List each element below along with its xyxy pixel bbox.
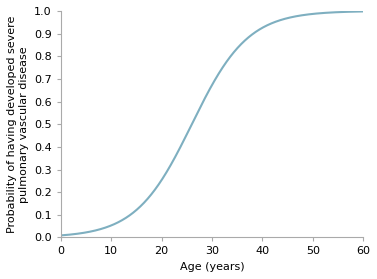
Y-axis label: Probability of having developed severe
pulmonary vascular disease: Probability of having developed severe p… bbox=[7, 16, 29, 233]
X-axis label: Age (years): Age (years) bbox=[180, 262, 244, 272]
